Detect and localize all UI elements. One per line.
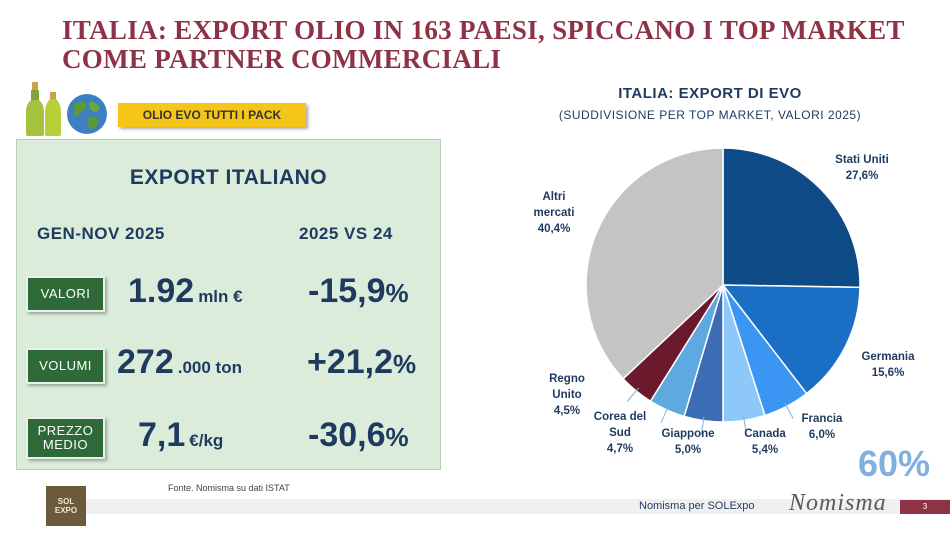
volumi-value: 272.000 ton: [117, 343, 242, 381]
globe-icon: [67, 94, 107, 134]
pie-leader-line: [743, 416, 747, 435]
pack-badge: OLIO EVO TUTTI I PACK: [118, 103, 306, 127]
footer-text: Nomisma per SOLExpo: [639, 500, 755, 512]
pie-label-canada: Canada 5,4%: [744, 428, 786, 456]
pie-leader-line: [626, 387, 639, 403]
pie-label-stati-uniti: Stati Uniti 27,6%: [835, 154, 889, 182]
volumi-change: +21,2%: [307, 343, 417, 381]
pie-slice-germania: [721, 284, 861, 395]
footer-bar: [86, 499, 950, 514]
page-title: ITALIA: EXPORT OLIO IN 163 PAESI, SPICCA…: [62, 15, 905, 74]
panel-title: EXPORT ITALIANO: [129, 166, 328, 189]
compare-header: 2025 VS 24: [299, 224, 393, 243]
chart-subtitle: (SUDDIVISIONE PER TOP MARKET, VALORI 202…: [558, 108, 862, 122]
solexpo-logo: SOL EXPO: [46, 486, 86, 526]
prezzo-medio-label: PREZZO MEDIO: [26, 417, 105, 459]
pie-slice-altri-mercati: [585, 147, 724, 380]
chart-title: ITALIA: EXPORT DI EVO: [618, 85, 802, 102]
valori-value: 1.92 mln €: [128, 272, 243, 310]
nomisma-logo: Nomisma: [789, 490, 887, 516]
pie-label-corea-del-sud: Corea del Sud 4,7%: [593, 411, 647, 455]
olive-oil-bottle-small-icon: [45, 92, 61, 136]
export-panel: EXPORT ITALIANO GEN-NOV 2025 2025 VS 24 …: [16, 139, 441, 470]
valori-change: -15,9%: [308, 272, 409, 310]
period-header: GEN-NOV 2025: [37, 224, 165, 243]
pie-label-altri-mercati: Altri mercati 40,4%: [533, 191, 575, 235]
pie-leader-line: [660, 406, 669, 423]
pie-leader-line: [700, 416, 705, 435]
pie-label-giappone: Giappone 5,0%: [661, 428, 715, 456]
pie-label-regno-unito: Regno Unito 4,5%: [549, 373, 585, 417]
pie-label-francia: Francia 6,0%: [801, 413, 843, 441]
pie-label-germania: Germania 15,6%: [861, 351, 915, 379]
page-number: 3: [900, 500, 950, 514]
volumi-label: VOLUMI: [26, 348, 105, 384]
source-note: Fonte. Nomisma su dati ISTAT: [168, 483, 290, 493]
callout-percentage: 60%: [858, 443, 931, 484]
olive-oil-bottle-icon: [26, 82, 44, 136]
prezzo-value: 7,1 €/kg: [138, 416, 224, 454]
valori-label: VALORI: [26, 276, 105, 312]
pie-leader-line: [784, 402, 794, 419]
prezzo-change: -30,6%: [308, 416, 409, 454]
pie-slice-stati-uniti: [722, 147, 861, 289]
